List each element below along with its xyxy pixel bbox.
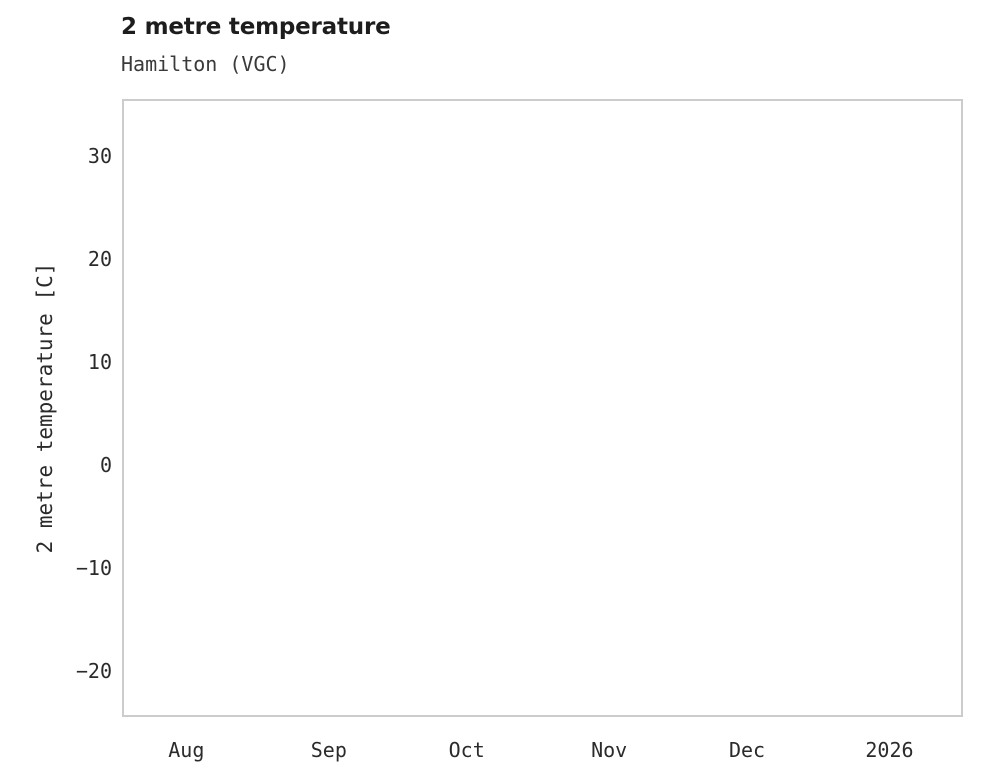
chart-title: 2 metre temperature (121, 14, 391, 40)
x-axis-ticks: Aug Sep Oct Nov Dec 2026 (0, 738, 981, 772)
plot-frame (122, 99, 963, 717)
x-tick-label: Oct (448, 738, 485, 762)
x-tick-label: 2026 (865, 738, 914, 762)
x-tick-label: Nov (591, 738, 628, 762)
y-tick-label: −20 (75, 658, 112, 683)
y-tick-label: 10 (87, 349, 112, 374)
x-tick-label: Aug (168, 738, 205, 762)
x-tick-label: Dec (728, 738, 766, 762)
y-tick-label: 30 (87, 143, 112, 168)
y-axis-ticks: 30 20 10 0 −10 −20 (0, 99, 112, 717)
chart-subtitle: Hamilton (VGC) (121, 52, 290, 76)
y-tick-label: −10 (75, 555, 112, 580)
y-tick-label: 0 (99, 452, 112, 477)
y-tick-label: 20 (87, 246, 112, 271)
x-tick-label: Sep (310, 738, 347, 762)
